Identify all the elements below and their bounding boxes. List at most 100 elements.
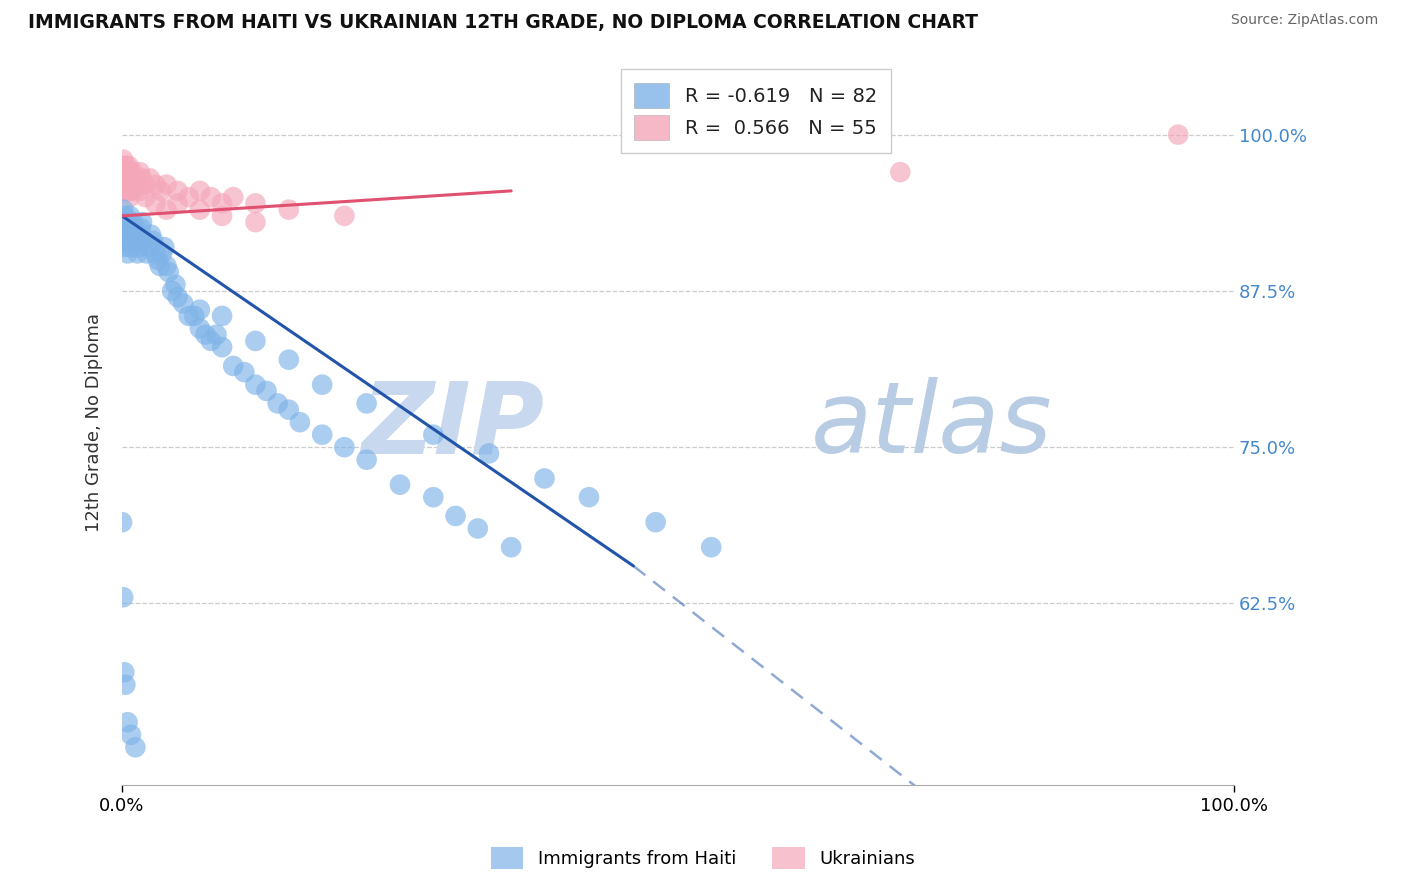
Point (333, 440, 356, 454)
Point (177, 190, 200, 204)
Text: ZIP: ZIP (361, 377, 544, 475)
Point (211, 196, 233, 211)
Point (125, 227, 148, 242)
Point (114, 678, 136, 692)
Point (128, 165, 150, 179)
Point (111, 515, 134, 529)
Point (150, 246, 173, 260)
Point (153, 240, 176, 254)
Point (142, 234, 165, 248)
Point (188, 184, 211, 198)
Point (222, 359, 245, 373)
Point (172, 296, 194, 310)
Point (128, 184, 150, 198)
Point (114, 165, 136, 179)
Point (478, 446, 501, 460)
Point (200, 190, 222, 204)
Point (124, 178, 146, 192)
Point (256, 384, 278, 398)
Point (245, 215, 267, 229)
Text: IMMIGRANTS FROM HAITI VS UKRAINIAN 12TH GRADE, NO DIPLOMA CORRELATION CHART: IMMIGRANTS FROM HAITI VS UKRAINIAN 12TH … (28, 13, 979, 32)
Point (149, 184, 172, 198)
Point (114, 215, 136, 229)
Point (111, 178, 134, 192)
Point (145, 196, 167, 211)
Point (889, 165, 911, 179)
Point (118, 165, 141, 179)
Point (277, 202, 299, 217)
Point (117, 178, 139, 192)
Point (222, 190, 245, 204)
Point (122, 215, 145, 229)
Point (467, 521, 489, 535)
Point (188, 302, 211, 317)
Point (134, 234, 156, 248)
Point (112, 178, 135, 192)
Point (166, 184, 188, 198)
Point (311, 427, 333, 442)
Point (112, 202, 135, 217)
Point (124, 221, 146, 235)
Point (129, 221, 152, 235)
Point (183, 309, 205, 323)
Point (120, 171, 142, 186)
Point (139, 171, 162, 186)
Point (112, 227, 135, 242)
Point (200, 334, 222, 348)
Point (114, 171, 136, 186)
Point (149, 259, 172, 273)
Point (115, 184, 138, 198)
Point (134, 178, 156, 192)
Point (112, 171, 135, 186)
Point (245, 196, 267, 211)
Point (501, 540, 523, 554)
Point (245, 334, 267, 348)
Point (111, 215, 134, 229)
Point (267, 396, 290, 410)
Point (128, 240, 150, 254)
Point (444, 508, 467, 523)
Point (121, 184, 143, 198)
Point (111, 221, 134, 235)
Point (333, 209, 356, 223)
Point (157, 265, 180, 279)
Point (111, 178, 134, 192)
Point (155, 178, 177, 192)
Point (124, 740, 146, 755)
Point (356, 452, 378, 467)
Point (211, 309, 233, 323)
Point (121, 178, 143, 192)
Point (120, 221, 142, 235)
Point (131, 171, 153, 186)
Point (112, 184, 135, 198)
Point (118, 184, 141, 198)
Point (700, 540, 723, 554)
Point (112, 153, 135, 167)
Point (112, 165, 135, 179)
Point (245, 377, 267, 392)
Point (118, 227, 141, 242)
Point (115, 159, 138, 173)
Point (277, 402, 299, 417)
Point (311, 377, 333, 392)
Point (112, 209, 135, 223)
Point (155, 202, 177, 217)
Point (118, 209, 141, 223)
Point (160, 284, 183, 298)
Point (114, 234, 136, 248)
Point (134, 190, 156, 204)
Point (194, 327, 217, 342)
Point (135, 246, 157, 260)
Point (422, 490, 444, 504)
Point (211, 209, 233, 223)
Point (112, 178, 135, 192)
Point (166, 290, 188, 304)
Point (188, 321, 211, 335)
Point (112, 591, 135, 605)
Point (533, 471, 555, 485)
Point (117, 215, 139, 229)
Point (121, 227, 143, 242)
Point (155, 259, 177, 273)
Point (145, 178, 167, 192)
Point (288, 415, 311, 429)
